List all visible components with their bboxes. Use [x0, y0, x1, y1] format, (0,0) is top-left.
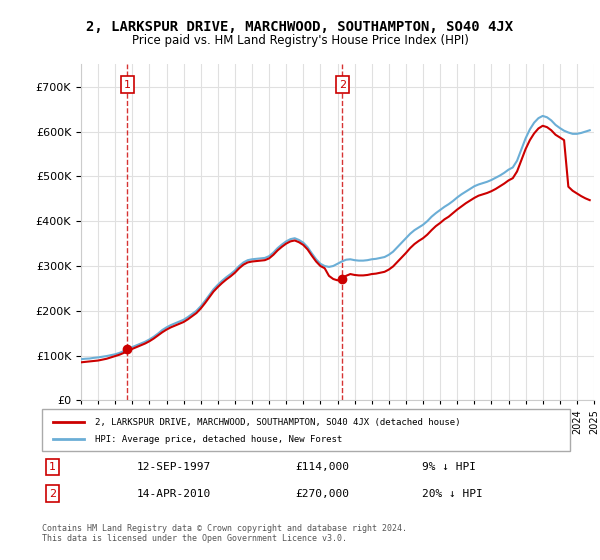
Text: 2, LARKSPUR DRIVE, MARCHWOOD, SOUTHAMPTON, SO40 4JX (detached house): 2, LARKSPUR DRIVE, MARCHWOOD, SOUTHAMPTO… — [95, 418, 460, 427]
Text: 12-SEP-1997: 12-SEP-1997 — [137, 462, 211, 472]
FancyBboxPatch shape — [42, 409, 570, 451]
Text: 20% ↓ HPI: 20% ↓ HPI — [422, 489, 483, 498]
Text: £114,000: £114,000 — [295, 462, 349, 472]
Text: 2: 2 — [339, 80, 346, 90]
Text: 1: 1 — [49, 462, 56, 472]
Text: 9% ↓ HPI: 9% ↓ HPI — [422, 462, 476, 472]
Text: 1: 1 — [124, 80, 131, 90]
Text: HPI: Average price, detached house, New Forest: HPI: Average price, detached house, New … — [95, 435, 342, 444]
Text: £270,000: £270,000 — [295, 489, 349, 498]
Text: 2, LARKSPUR DRIVE, MARCHWOOD, SOUTHAMPTON, SO40 4JX: 2, LARKSPUR DRIVE, MARCHWOOD, SOUTHAMPTO… — [86, 20, 514, 34]
Text: Price paid vs. HM Land Registry's House Price Index (HPI): Price paid vs. HM Land Registry's House … — [131, 34, 469, 46]
Text: 2: 2 — [49, 489, 56, 498]
Text: Contains HM Land Registry data © Crown copyright and database right 2024.
This d: Contains HM Land Registry data © Crown c… — [42, 524, 407, 543]
Text: 14-APR-2010: 14-APR-2010 — [137, 489, 211, 498]
